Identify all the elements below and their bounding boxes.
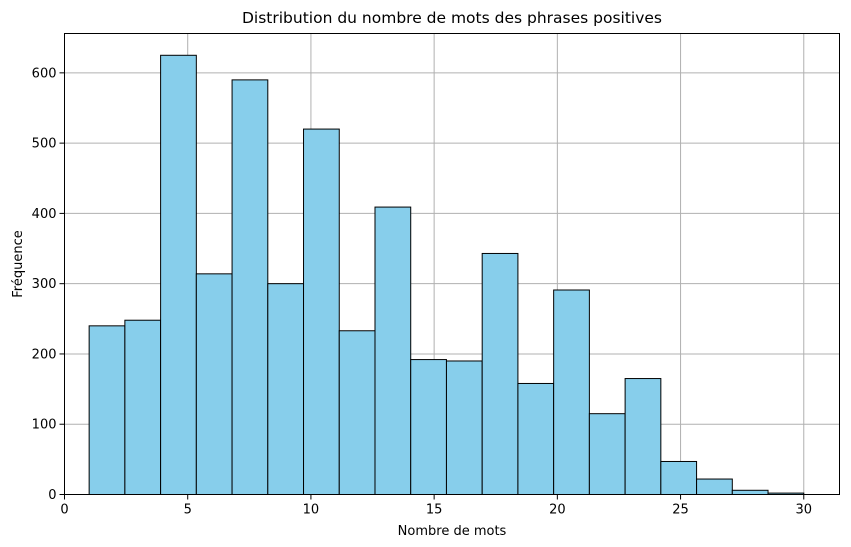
y-tick-label: 600 [32,66,57,81]
x-tick-label: 25 [672,503,689,518]
histogram-bar [303,128,340,495]
x-axis-ticks: 0 5 10 15 20 25 30 [60,494,812,518]
histogram-bar [231,79,269,495]
chart-title: Distribution du nombre de mots des phras… [242,9,662,27]
histogram-bar [445,360,483,496]
histogram-bar [88,325,126,495]
x-tick-label: 15 [426,503,443,518]
histogram-bar [553,289,590,495]
histogram-bar [481,252,519,495]
x-tick-label: 0 [60,503,68,518]
histogram-bar [517,382,555,495]
histogram-bar [410,359,447,496]
histogram-bar [124,319,162,495]
y-tick-label: 200 [32,347,57,362]
y-tick-label: 100 [32,418,57,433]
histogram-bar [338,330,376,496]
histogram-bar [267,283,305,495]
y-tick-label: 500 [32,137,57,152]
histogram-bar [624,378,662,495]
y-axis-label: Fréquence [11,230,26,297]
x-tick-label: 10 [303,503,320,518]
x-tick-label: 20 [549,503,566,518]
histogram-bar [660,460,698,496]
x-axis-label: Nombre de mots [398,524,507,539]
plot-frame [64,33,840,495]
histogram-bar [195,273,233,495]
x-tick-label: 30 [795,503,812,518]
y-tick-label: 400 [32,207,57,222]
histogram-bar [160,54,197,495]
histogram-bar [696,478,733,496]
histogram-bars [88,54,805,496]
histogram-bar [374,206,412,495]
y-tick-label: 300 [32,277,57,292]
x-tick-label: 5 [184,503,192,518]
y-axis-ticks: 0 100 200 300 400 500 600 [32,66,65,503]
histogram-bar [588,413,626,495]
histogram-bar [731,489,769,496]
y-tick-label: 0 [48,488,56,503]
